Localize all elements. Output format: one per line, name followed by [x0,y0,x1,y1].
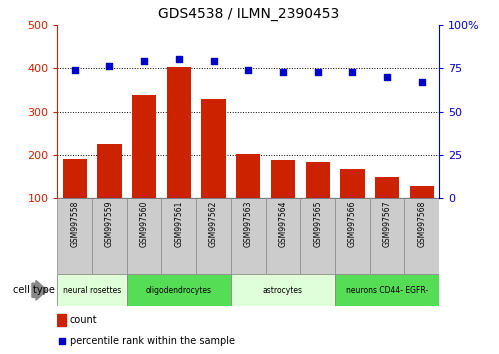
Bar [127,198,162,274]
Bar [340,169,364,242]
Text: neurons CD44- EGFR-: neurons CD44- EGFR- [346,286,428,295]
Bar [57,198,92,274]
Text: GSM997566: GSM997566 [348,200,357,247]
Text: GSM997567: GSM997567 [383,200,392,247]
Bar [127,274,231,306]
FancyArrow shape [32,280,47,300]
Bar [231,198,265,274]
Bar [196,198,231,274]
Bar [375,177,399,242]
Point [210,58,218,64]
Text: GSM997563: GSM997563 [244,200,253,247]
Point [140,58,148,64]
Bar [162,198,196,274]
Bar [271,160,295,242]
Text: percentile rank within the sample: percentile rank within the sample [69,336,235,346]
Text: neural rosettes: neural rosettes [63,286,121,295]
Point [383,74,391,80]
Bar [167,67,191,242]
Text: count: count [69,315,97,325]
Title: GDS4538 / ILMN_2390453: GDS4538 / ILMN_2390453 [158,7,339,21]
Point [418,79,426,85]
Bar [57,274,127,306]
Bar [57,314,66,326]
Text: GSM997559: GSM997559 [105,200,114,247]
Text: GSM997562: GSM997562 [209,200,218,247]
Bar [97,144,122,242]
Text: GSM997561: GSM997561 [174,200,183,247]
Text: GSM997568: GSM997568 [417,200,426,247]
Bar [236,154,260,242]
Point [105,64,113,69]
Bar [132,95,156,242]
Text: GSM997564: GSM997564 [278,200,287,247]
Bar [231,274,335,306]
Bar [265,198,300,274]
Bar [305,162,330,242]
Text: GSM997565: GSM997565 [313,200,322,247]
Bar [335,198,370,274]
Point [244,67,252,73]
Bar [404,198,439,274]
Point [57,338,65,343]
Text: cell type: cell type [13,285,55,295]
Text: astrocytes: astrocytes [263,286,303,295]
Bar [62,159,87,242]
Bar [335,274,439,306]
Text: oligodendrocytes: oligodendrocytes [146,286,212,295]
Bar [410,186,434,242]
Point [314,69,322,74]
Bar [92,198,127,274]
Point [71,67,79,73]
Point [348,69,356,74]
Point [279,69,287,74]
Bar [300,198,335,274]
Point [175,57,183,62]
Bar [202,98,226,242]
Text: GSM997560: GSM997560 [140,200,149,247]
Bar [370,198,404,274]
Text: GSM997558: GSM997558 [70,200,79,247]
